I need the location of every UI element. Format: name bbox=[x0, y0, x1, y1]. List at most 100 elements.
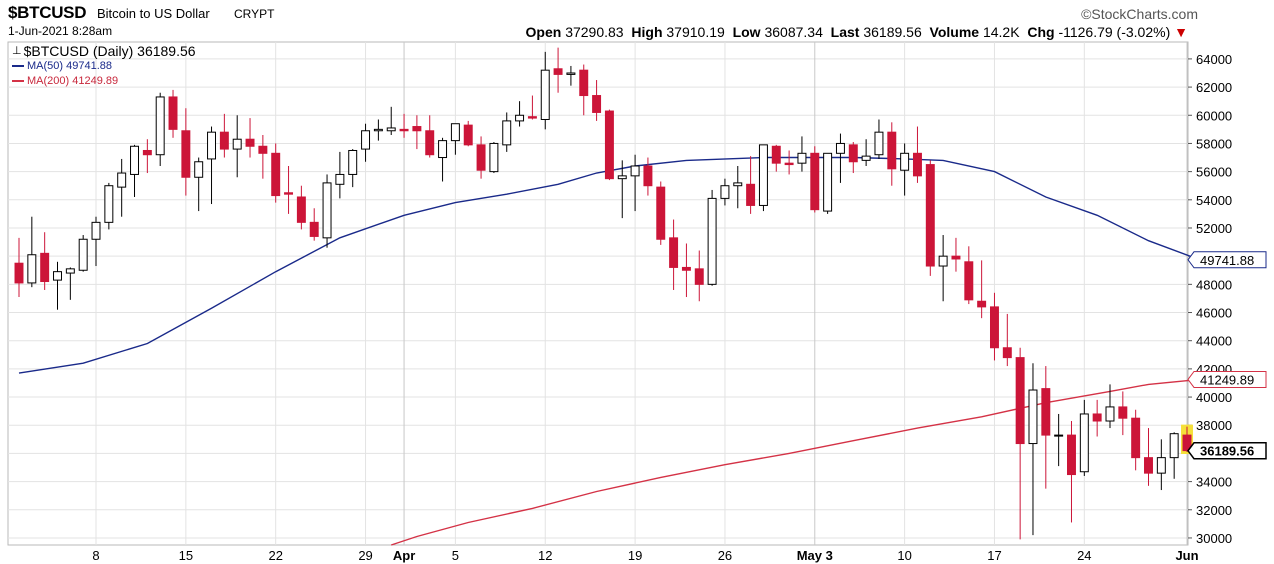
exchange: CRYPT bbox=[234, 7, 275, 21]
candle bbox=[104, 182, 114, 230]
candle-body bbox=[425, 130, 435, 156]
candle-body bbox=[656, 186, 666, 240]
candle-body bbox=[566, 72, 576, 75]
candle bbox=[861, 139, 871, 166]
candle-body bbox=[1015, 357, 1025, 445]
candle-body bbox=[540, 69, 550, 120]
candle-body bbox=[450, 123, 460, 142]
candle bbox=[386, 106, 396, 135]
candle bbox=[142, 139, 152, 174]
candle-body bbox=[476, 144, 486, 171]
candle bbox=[733, 165, 743, 209]
chart-legend: ⊥ $BTCUSD (Daily) 36189.56 MA(50) 49741.8… bbox=[12, 43, 196, 88]
candle-body bbox=[296, 196, 306, 223]
candle-body bbox=[53, 271, 62, 281]
candle bbox=[309, 208, 319, 241]
x-tick-label: Jun bbox=[1175, 548, 1198, 563]
candle-body bbox=[104, 185, 114, 223]
candle bbox=[232, 115, 242, 178]
candle-body bbox=[1092, 413, 1102, 422]
candle bbox=[1131, 409, 1141, 471]
candle-body bbox=[630, 165, 640, 177]
candle bbox=[604, 109, 614, 181]
candle bbox=[771, 144, 781, 172]
candle bbox=[964, 246, 974, 305]
candle-body bbox=[797, 152, 807, 164]
candle bbox=[951, 237, 961, 272]
candle bbox=[361, 123, 371, 162]
candle-body bbox=[1054, 434, 1064, 437]
candle-body bbox=[142, 149, 152, 156]
candle bbox=[53, 261, 62, 310]
candle bbox=[874, 119, 884, 159]
candle-body bbox=[130, 145, 139, 175]
candle bbox=[412, 115, 422, 150]
legend-ma50: MA(50) 49741.88 bbox=[27, 59, 112, 72]
quote-date: 1-Jun-2021 8:28am bbox=[8, 24, 113, 38]
y-tick-label: 52000 bbox=[1196, 221, 1232, 236]
chg-value: -1126.79 (-3.02%) bbox=[1058, 24, 1171, 40]
candle-body bbox=[207, 131, 217, 160]
candle-body bbox=[823, 152, 833, 212]
chg-label: Chg bbox=[1027, 24, 1055, 40]
candle bbox=[553, 47, 563, 93]
candle-body bbox=[1067, 434, 1076, 476]
candle-body bbox=[117, 172, 127, 188]
candle bbox=[219, 113, 229, 158]
candle-body bbox=[361, 130, 371, 150]
candle-body bbox=[938, 255, 948, 267]
last-price-tag-text: 36189.56 bbox=[1200, 444, 1254, 459]
candle bbox=[14, 237, 24, 298]
candle bbox=[540, 51, 550, 130]
candle bbox=[784, 150, 794, 175]
low-value: 36087.34 bbox=[764, 24, 823, 40]
ma200-value-tag-text: 41249.89 bbox=[1200, 372, 1254, 387]
candle-body bbox=[925, 164, 935, 267]
candle-body bbox=[951, 255, 961, 260]
candle bbox=[78, 235, 88, 272]
ma200-value-tag: 41249.89 bbox=[1187, 370, 1267, 388]
candle bbox=[515, 101, 525, 127]
candle-body bbox=[373, 128, 383, 132]
ma200-swatch bbox=[12, 79, 24, 82]
candle-body bbox=[784, 162, 794, 166]
y-tick-label: 30000 bbox=[1196, 531, 1232, 546]
y-tick-label: 32000 bbox=[1196, 503, 1232, 518]
candle bbox=[155, 92, 165, 166]
candle bbox=[848, 142, 858, 174]
candle bbox=[463, 120, 473, 147]
candle-body bbox=[746, 183, 756, 206]
candle-body bbox=[1144, 457, 1153, 474]
candle bbox=[617, 160, 627, 219]
y-tick-label: 44000 bbox=[1196, 334, 1232, 349]
candle-body bbox=[887, 131, 897, 170]
candle bbox=[117, 158, 127, 217]
low-label: Low bbox=[732, 24, 761, 40]
y-tick-label: 40000 bbox=[1196, 390, 1232, 405]
candle bbox=[989, 292, 999, 361]
candle bbox=[476, 136, 486, 179]
candle bbox=[335, 151, 345, 199]
candle bbox=[1079, 399, 1089, 476]
ohlc-readout: Open 37290.83 High 37910.19 Low 36087.34… bbox=[526, 24, 1188, 40]
candle bbox=[65, 267, 75, 300]
candle-body bbox=[399, 128, 409, 132]
candle bbox=[1144, 428, 1153, 486]
candle bbox=[1156, 439, 1166, 491]
candle-body bbox=[463, 124, 473, 146]
y-tick-label: 58000 bbox=[1196, 136, 1232, 151]
symbol: $BTCUSD bbox=[8, 3, 87, 22]
candle-body bbox=[964, 261, 974, 301]
brand[interactable]: ©StockCharts.com bbox=[1081, 6, 1198, 22]
candle bbox=[271, 143, 281, 203]
high-label: High bbox=[631, 24, 663, 40]
candle bbox=[938, 235, 948, 302]
candle-body bbox=[848, 144, 858, 163]
candle-body bbox=[1169, 433, 1179, 459]
ma50-value-tag-text: 49741.88 bbox=[1200, 253, 1254, 268]
candle-body bbox=[604, 110, 614, 180]
candle bbox=[592, 80, 602, 121]
candle-body bbox=[989, 306, 999, 349]
candle-body bbox=[1156, 457, 1166, 474]
